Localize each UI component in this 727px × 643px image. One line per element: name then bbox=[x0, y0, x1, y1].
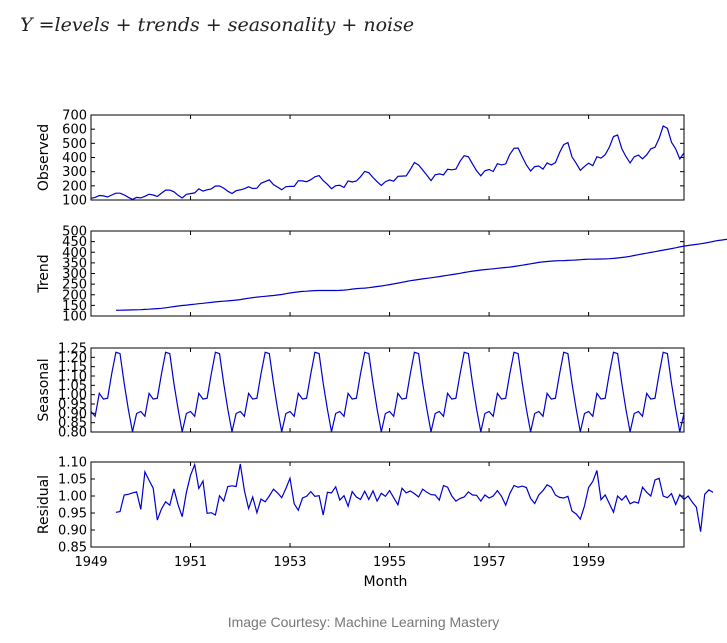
xtick-label: 1953 bbox=[273, 555, 306, 570]
observed-ytick-label: 700 bbox=[62, 109, 87, 124]
observed-ytick-label: 400 bbox=[62, 151, 87, 166]
seasonal-ytick-label: 1.25 bbox=[58, 342, 87, 357]
seasonal-ytick-label: 0.90 bbox=[58, 407, 87, 422]
trend-panel-frame bbox=[90, 230, 685, 317]
residual-series-line bbox=[115, 462, 714, 532]
trend-series-line bbox=[115, 238, 727, 311]
seasonal-ytick-label: 1.05 bbox=[58, 379, 87, 394]
observed-ytick-label: 300 bbox=[62, 165, 87, 180]
trend-ytick-label: 450 bbox=[62, 235, 87, 250]
seasonal-series-line bbox=[90, 351, 685, 432]
trend-ytick-label: 300 bbox=[62, 267, 87, 282]
observed-ytick-label: 100 bbox=[62, 194, 87, 209]
observed-panel-frame bbox=[90, 114, 685, 201]
trend-ytick-label: 400 bbox=[62, 246, 87, 261]
seasonal-ylabel: Seasonal bbox=[36, 358, 52, 421]
seasonal-ytick-label: 1.15 bbox=[58, 360, 87, 375]
residual-ytick-label: 1.10 bbox=[58, 456, 87, 471]
trend-ytick-label: 500 bbox=[62, 225, 87, 240]
residual-ytick-label: 0.85 bbox=[58, 541, 87, 556]
xtick-label: 1955 bbox=[373, 555, 406, 570]
trend-ytick-label: 150 bbox=[62, 299, 87, 314]
formula-title: Y =levels + trends + seasonality + noise bbox=[20, 14, 415, 36]
seasonal-ytick-label: 0.85 bbox=[58, 416, 87, 431]
xlabel: Month bbox=[364, 574, 408, 590]
observed-ytick-label: 500 bbox=[62, 137, 87, 152]
trend-ytick-label: 200 bbox=[62, 288, 87, 303]
seasonal-ytick-label: 1.20 bbox=[58, 351, 87, 366]
xtick-label: 1949 bbox=[74, 555, 107, 570]
seasonal-ytick-label: 0.80 bbox=[58, 426, 87, 441]
observed-ylabel: Observed bbox=[36, 124, 52, 191]
residual-ytick-label: 1.00 bbox=[58, 490, 87, 505]
xtick-label: 1951 bbox=[174, 555, 207, 570]
trend-ytick-label: 250 bbox=[62, 278, 87, 293]
observed-ytick-label: 200 bbox=[62, 179, 87, 194]
trend-ytick-label: 350 bbox=[62, 256, 87, 271]
seasonal-panel-frame bbox=[90, 347, 685, 433]
observed-ytick-label: 600 bbox=[62, 123, 87, 138]
trend-ylabel: Trend bbox=[36, 254, 52, 293]
residual-ylabel: Residual bbox=[36, 475, 52, 534]
xtick-label: 1959 bbox=[572, 555, 605, 570]
xtick-label: 1957 bbox=[473, 555, 506, 570]
residual-ytick-label: 0.95 bbox=[58, 507, 87, 522]
trend-ytick-label: 100 bbox=[62, 310, 87, 325]
seasonal-ytick-label: 1.10 bbox=[58, 370, 87, 385]
residual-ytick-label: 1.05 bbox=[58, 473, 87, 488]
seasonal-ytick-label: 0.95 bbox=[58, 398, 87, 413]
observed-series-line bbox=[90, 125, 685, 201]
image-caption: Image Courtesy: Machine Learning Mastery bbox=[227, 614, 500, 630]
seasonal-ytick-label: 1.00 bbox=[58, 388, 87, 403]
residual-ytick-label: 0.90 bbox=[58, 524, 87, 539]
residual-panel-frame bbox=[90, 461, 685, 548]
decomposition-chart: 100200300400500600700Observed10015020025… bbox=[36, 109, 727, 590]
